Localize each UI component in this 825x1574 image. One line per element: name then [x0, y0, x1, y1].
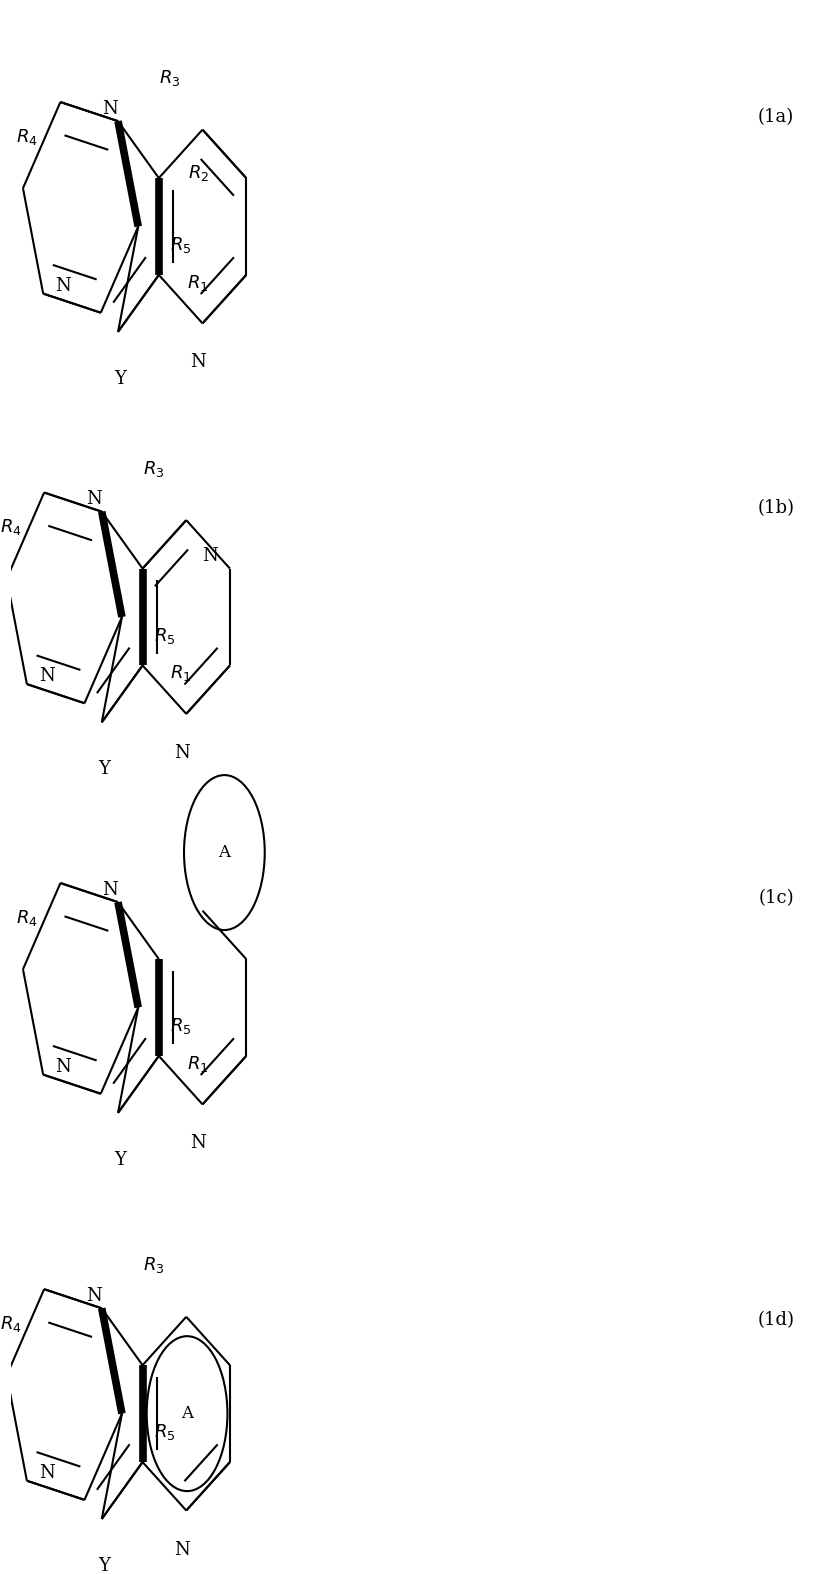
Text: N: N [55, 277, 72, 294]
Text: N: N [191, 1135, 206, 1152]
Text: $R_5$: $R_5$ [153, 1423, 175, 1442]
Text: N: N [102, 881, 118, 899]
Text: Y: Y [98, 760, 110, 778]
Text: Y: Y [115, 370, 126, 387]
Text: Y: Y [115, 1151, 126, 1169]
Text: A: A [181, 1406, 193, 1423]
Text: N: N [86, 490, 101, 508]
Text: $R_1$: $R_1$ [186, 1053, 208, 1073]
Text: $R_4$: $R_4$ [0, 1314, 21, 1333]
Text: N: N [40, 667, 55, 685]
Text: N: N [86, 1288, 101, 1305]
Text: $R_3$: $R_3$ [143, 458, 164, 478]
Text: (1a): (1a) [758, 109, 794, 126]
Text: $R_1$: $R_1$ [186, 272, 208, 293]
Text: N: N [40, 1464, 55, 1483]
Text: $R_5$: $R_5$ [153, 626, 175, 645]
Text: (1d): (1d) [757, 1311, 794, 1328]
Text: $R_3$: $R_3$ [159, 68, 181, 88]
Text: A: A [219, 844, 230, 861]
Text: $R_5$: $R_5$ [170, 1017, 191, 1036]
Text: $R_1$: $R_1$ [171, 663, 192, 683]
Text: N: N [191, 354, 206, 371]
Text: (1c): (1c) [758, 889, 794, 907]
Text: N: N [102, 99, 118, 118]
Text: N: N [202, 548, 218, 565]
Text: $R_4$: $R_4$ [16, 908, 38, 927]
Text: Y: Y [98, 1557, 110, 1574]
Text: $R_3$: $R_3$ [143, 1254, 164, 1275]
Text: $R_5$: $R_5$ [170, 235, 191, 255]
Text: $R_2$: $R_2$ [188, 164, 210, 184]
Text: N: N [174, 1541, 190, 1558]
Text: (1b): (1b) [757, 499, 794, 516]
Text: $R_4$: $R_4$ [0, 518, 21, 537]
Text: $R_4$: $R_4$ [16, 126, 38, 146]
Text: N: N [55, 1058, 72, 1075]
Text: N: N [174, 745, 190, 762]
